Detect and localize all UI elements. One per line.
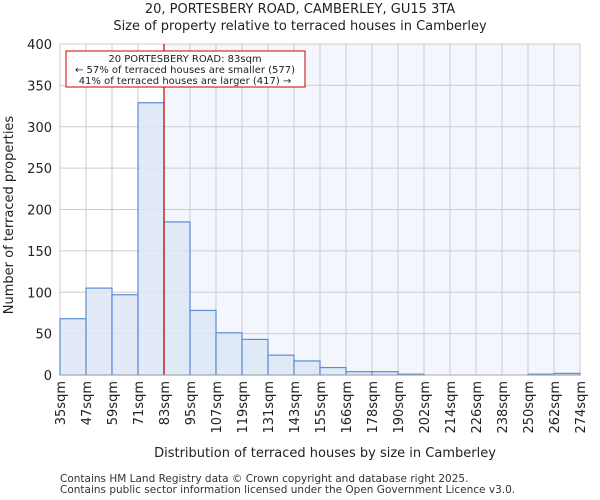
y-tick-label: 300 [27, 121, 52, 136]
histogram-bar [137, 102, 165, 376]
x-tick-label: 274sqm [574, 381, 589, 434]
x-tick-label: 35sqm [54, 381, 69, 425]
y-tick-label: 250 [27, 162, 52, 177]
x-tick-label: 143sqm [288, 381, 303, 434]
y-tick-label: 150 [27, 245, 52, 260]
x-tick-label: 155sqm [314, 381, 329, 434]
x-axis-label: Distribution of terraced houses by size … [154, 446, 496, 461]
y-tick-label: 0 [44, 369, 52, 384]
histogram-bar [111, 294, 139, 376]
annotation-line-3: 41% of terraced houses are larger (417) … [79, 76, 292, 87]
annotation-line-2: ← 57% of terraced houses are smaller (57… [75, 65, 295, 76]
histogram-bar [215, 332, 243, 376]
x-tick-label: 119sqm [236, 381, 251, 434]
x-tick-label: 131sqm [262, 381, 277, 434]
x-tick-label: 83sqm [158, 381, 173, 425]
x-tick-label: 226sqm [470, 381, 485, 434]
x-tick-label: 202sqm [418, 381, 433, 434]
y-tick-label: 400 [27, 38, 52, 53]
y-tick-label: 350 [27, 79, 52, 94]
histogram-bar [189, 309, 217, 376]
footer-line-2: Contains public sector information licen… [60, 484, 516, 496]
y-tick-label: 50 [35, 328, 52, 343]
x-tick-label: 250sqm [522, 381, 537, 434]
chart-subtitle: Size of property relative to terraced ho… [113, 19, 487, 34]
histogram-bar [293, 360, 321, 376]
x-tick-label: 71sqm [132, 381, 147, 425]
histogram-bar [241, 338, 269, 376]
y-tick-label: 100 [27, 286, 52, 301]
histogram-bar [163, 221, 191, 376]
x-tick-label: 59sqm [106, 381, 121, 425]
x-tick-label: 214sqm [444, 381, 459, 434]
y-axis-label: Number of terraced properties [2, 116, 17, 315]
x-tick-label: 190sqm [392, 381, 407, 434]
footer-line-1: Contains HM Land Registry data © Crown c… [60, 473, 469, 485]
x-tick-label: 238sqm [496, 381, 511, 434]
annotation-line-1: 20 PORTESBERY ROAD: 83sqm [108, 54, 261, 65]
chart-title: 20, PORTESBERY ROAD, CAMBERLEY, GU15 3TA [144, 2, 456, 17]
histogram-bar [85, 287, 113, 376]
histogram-bar [319, 366, 347, 376]
histogram-bar [59, 318, 87, 376]
x-tick-label: 166sqm [340, 381, 355, 434]
x-tick-label: 262sqm [548, 381, 563, 434]
annotation-box: 20 PORTESBERY ROAD: 83sqm ← 57% of terra… [65, 50, 306, 88]
y-tick-label: 200 [27, 204, 52, 219]
x-tick-label: 178sqm [366, 381, 381, 434]
x-tick-label: 107sqm [210, 381, 225, 434]
x-tick-label: 95sqm [184, 381, 199, 425]
histogram-bar [267, 354, 295, 376]
x-tick-label: 47sqm [80, 381, 95, 425]
